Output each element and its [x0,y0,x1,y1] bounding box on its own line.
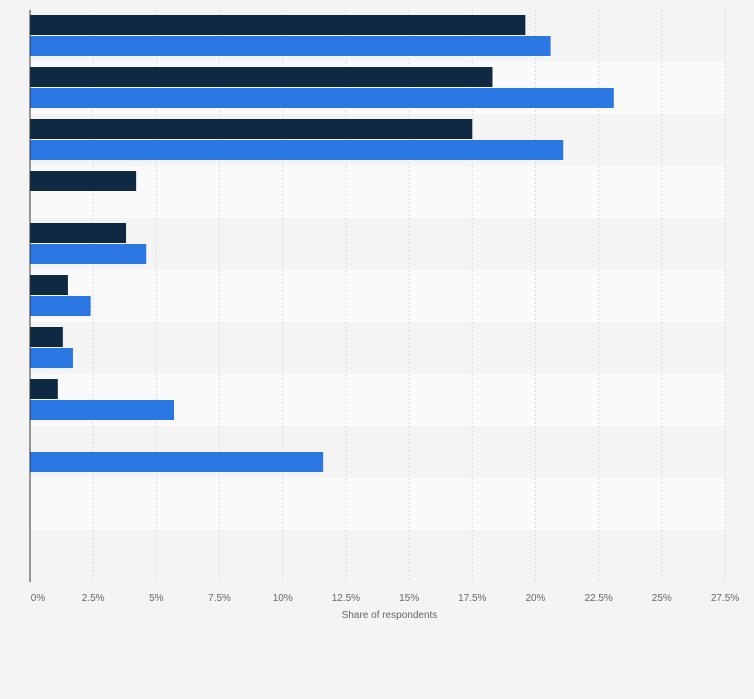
x-tick-label: 15% [399,593,419,604]
bar [30,400,175,420]
x-tick-label: 0% [31,593,46,604]
bar [30,119,473,139]
bars [30,15,614,472]
x-tick-label: 22.5% [584,593,612,604]
bar [30,88,614,108]
bar [30,171,137,191]
x-tick-label: 27.5% [711,593,739,604]
bar [30,348,73,368]
x-tick-label: 12.5% [332,593,360,604]
bar [30,67,493,87]
row-band [30,530,725,582]
bar [30,296,91,316]
bar [30,379,58,399]
bar [30,223,127,243]
x-tick-label: 17.5% [458,593,486,604]
bar [30,452,324,472]
row-band [30,270,725,322]
x-axis-tick-labels: 0% 2.5% 5% 7.5% 10% 12.5% 15% 17.5% 20% 22.5% 25% 2… [31,593,740,604]
bar [30,275,68,295]
row-band [30,478,725,530]
x-tick-label: 10% [273,593,293,604]
x-tick-label: 25% [652,593,672,604]
x-tick-label: 2.5% [82,593,105,604]
bar [30,140,564,160]
x-tick-label: 20% [525,593,545,604]
bar [30,327,63,347]
bar [30,244,147,264]
row-band [30,322,725,374]
grid-lines [92,10,726,582]
row-band [30,166,725,218]
x-tick-label: 7.5% [208,593,231,604]
bar [30,36,551,56]
bar [30,15,526,35]
x-tick-label: 5% [149,593,164,604]
x-axis-title: Share of respondents [342,610,438,621]
